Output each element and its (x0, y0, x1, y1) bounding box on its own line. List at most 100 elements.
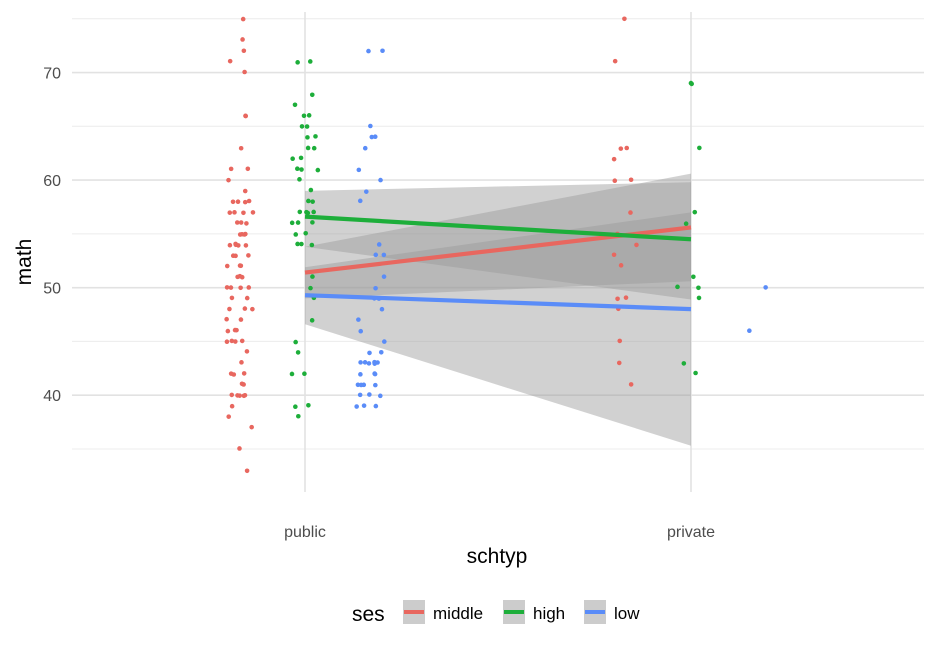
point-middle (227, 58, 233, 64)
point-middle (238, 317, 244, 322)
point-middle (250, 210, 256, 215)
point-high (295, 60, 300, 65)
point-middle (250, 306, 255, 312)
point-middle (624, 145, 630, 151)
point-middle (634, 242, 639, 248)
point-low (372, 361, 377, 366)
ci-band-middle (305, 173, 691, 299)
point-middle (246, 285, 252, 290)
point-high (310, 220, 315, 225)
point-low (362, 360, 368, 365)
point-high (305, 210, 311, 216)
point-low (376, 242, 382, 247)
point-middle (235, 199, 241, 205)
point-middle (232, 210, 237, 215)
point-high (311, 145, 317, 151)
ci-band-high (305, 182, 691, 300)
point-middle (226, 414, 232, 419)
point-high (308, 285, 313, 291)
point-low (369, 134, 375, 140)
y-tick-label: 60 (43, 173, 61, 190)
point-high (310, 199, 315, 204)
point-middle (241, 210, 246, 216)
point-middle (244, 349, 250, 354)
legend-label-high: high (533, 604, 565, 623)
y-tick-label: 50 (43, 281, 61, 298)
point-high (693, 370, 698, 376)
point-low (361, 403, 367, 408)
point-middle (238, 285, 243, 291)
point-middle (243, 231, 248, 237)
point-middle (235, 393, 240, 398)
point-low (368, 123, 373, 129)
point-middle (245, 166, 251, 172)
point-low (366, 361, 372, 366)
point-high (289, 371, 295, 377)
point-high (290, 156, 295, 162)
point-low (381, 252, 387, 258)
point-high (295, 350, 301, 355)
point-low (354, 404, 359, 409)
point-middle (232, 327, 238, 333)
point-low (372, 134, 378, 140)
point-middle (233, 253, 238, 259)
legend-label-low: low (614, 604, 640, 623)
point-middle (234, 220, 240, 225)
point-middle (612, 178, 618, 183)
point-low (358, 360, 363, 365)
point-middle (238, 145, 244, 151)
point-middle (229, 295, 235, 301)
point-low (356, 167, 362, 173)
point-high (696, 295, 702, 301)
point-high (689, 81, 694, 87)
point-middle (244, 221, 249, 226)
point-middle (623, 295, 629, 300)
point-middle (246, 253, 251, 258)
point-high (293, 232, 299, 237)
point-high (681, 361, 687, 366)
point-middle (615, 296, 620, 302)
point-middle (227, 210, 233, 215)
point-middle (228, 371, 234, 376)
point-middle (238, 220, 244, 225)
x-axis-title: schtyp (467, 545, 528, 568)
point-middle (229, 338, 235, 344)
point-high (289, 220, 295, 226)
point-low (357, 198, 363, 204)
point-middle (238, 263, 244, 269)
point-low (362, 145, 368, 151)
point-high (298, 155, 304, 161)
point-low (364, 189, 369, 194)
point-high (297, 177, 302, 182)
point-low (380, 48, 385, 54)
legend-title: ses (352, 603, 385, 626)
point-low (747, 328, 752, 334)
point-middle (228, 285, 234, 290)
point-low (373, 382, 378, 388)
point-middle (244, 295, 250, 301)
fit-line-low (304, 293, 692, 312)
point-low (358, 372, 363, 377)
fit-line-high (304, 214, 692, 242)
point-middle (230, 199, 236, 205)
point-low (379, 306, 385, 312)
point-high (295, 220, 301, 225)
point-high (293, 404, 298, 409)
point-middle (622, 16, 627, 22)
point-middle (226, 177, 231, 183)
major-gridlines (72, 12, 924, 492)
point-middle (241, 48, 247, 54)
point-low (366, 48, 371, 54)
point-middle (241, 371, 247, 376)
point-low (356, 317, 361, 322)
point-middle (611, 156, 617, 162)
point-middle (239, 231, 245, 237)
point-low (372, 371, 377, 376)
point-middle (227, 242, 233, 248)
point-low (373, 285, 378, 291)
point-low (358, 328, 364, 334)
point-high (675, 284, 680, 290)
point-high (295, 166, 300, 171)
point-high (299, 167, 304, 172)
